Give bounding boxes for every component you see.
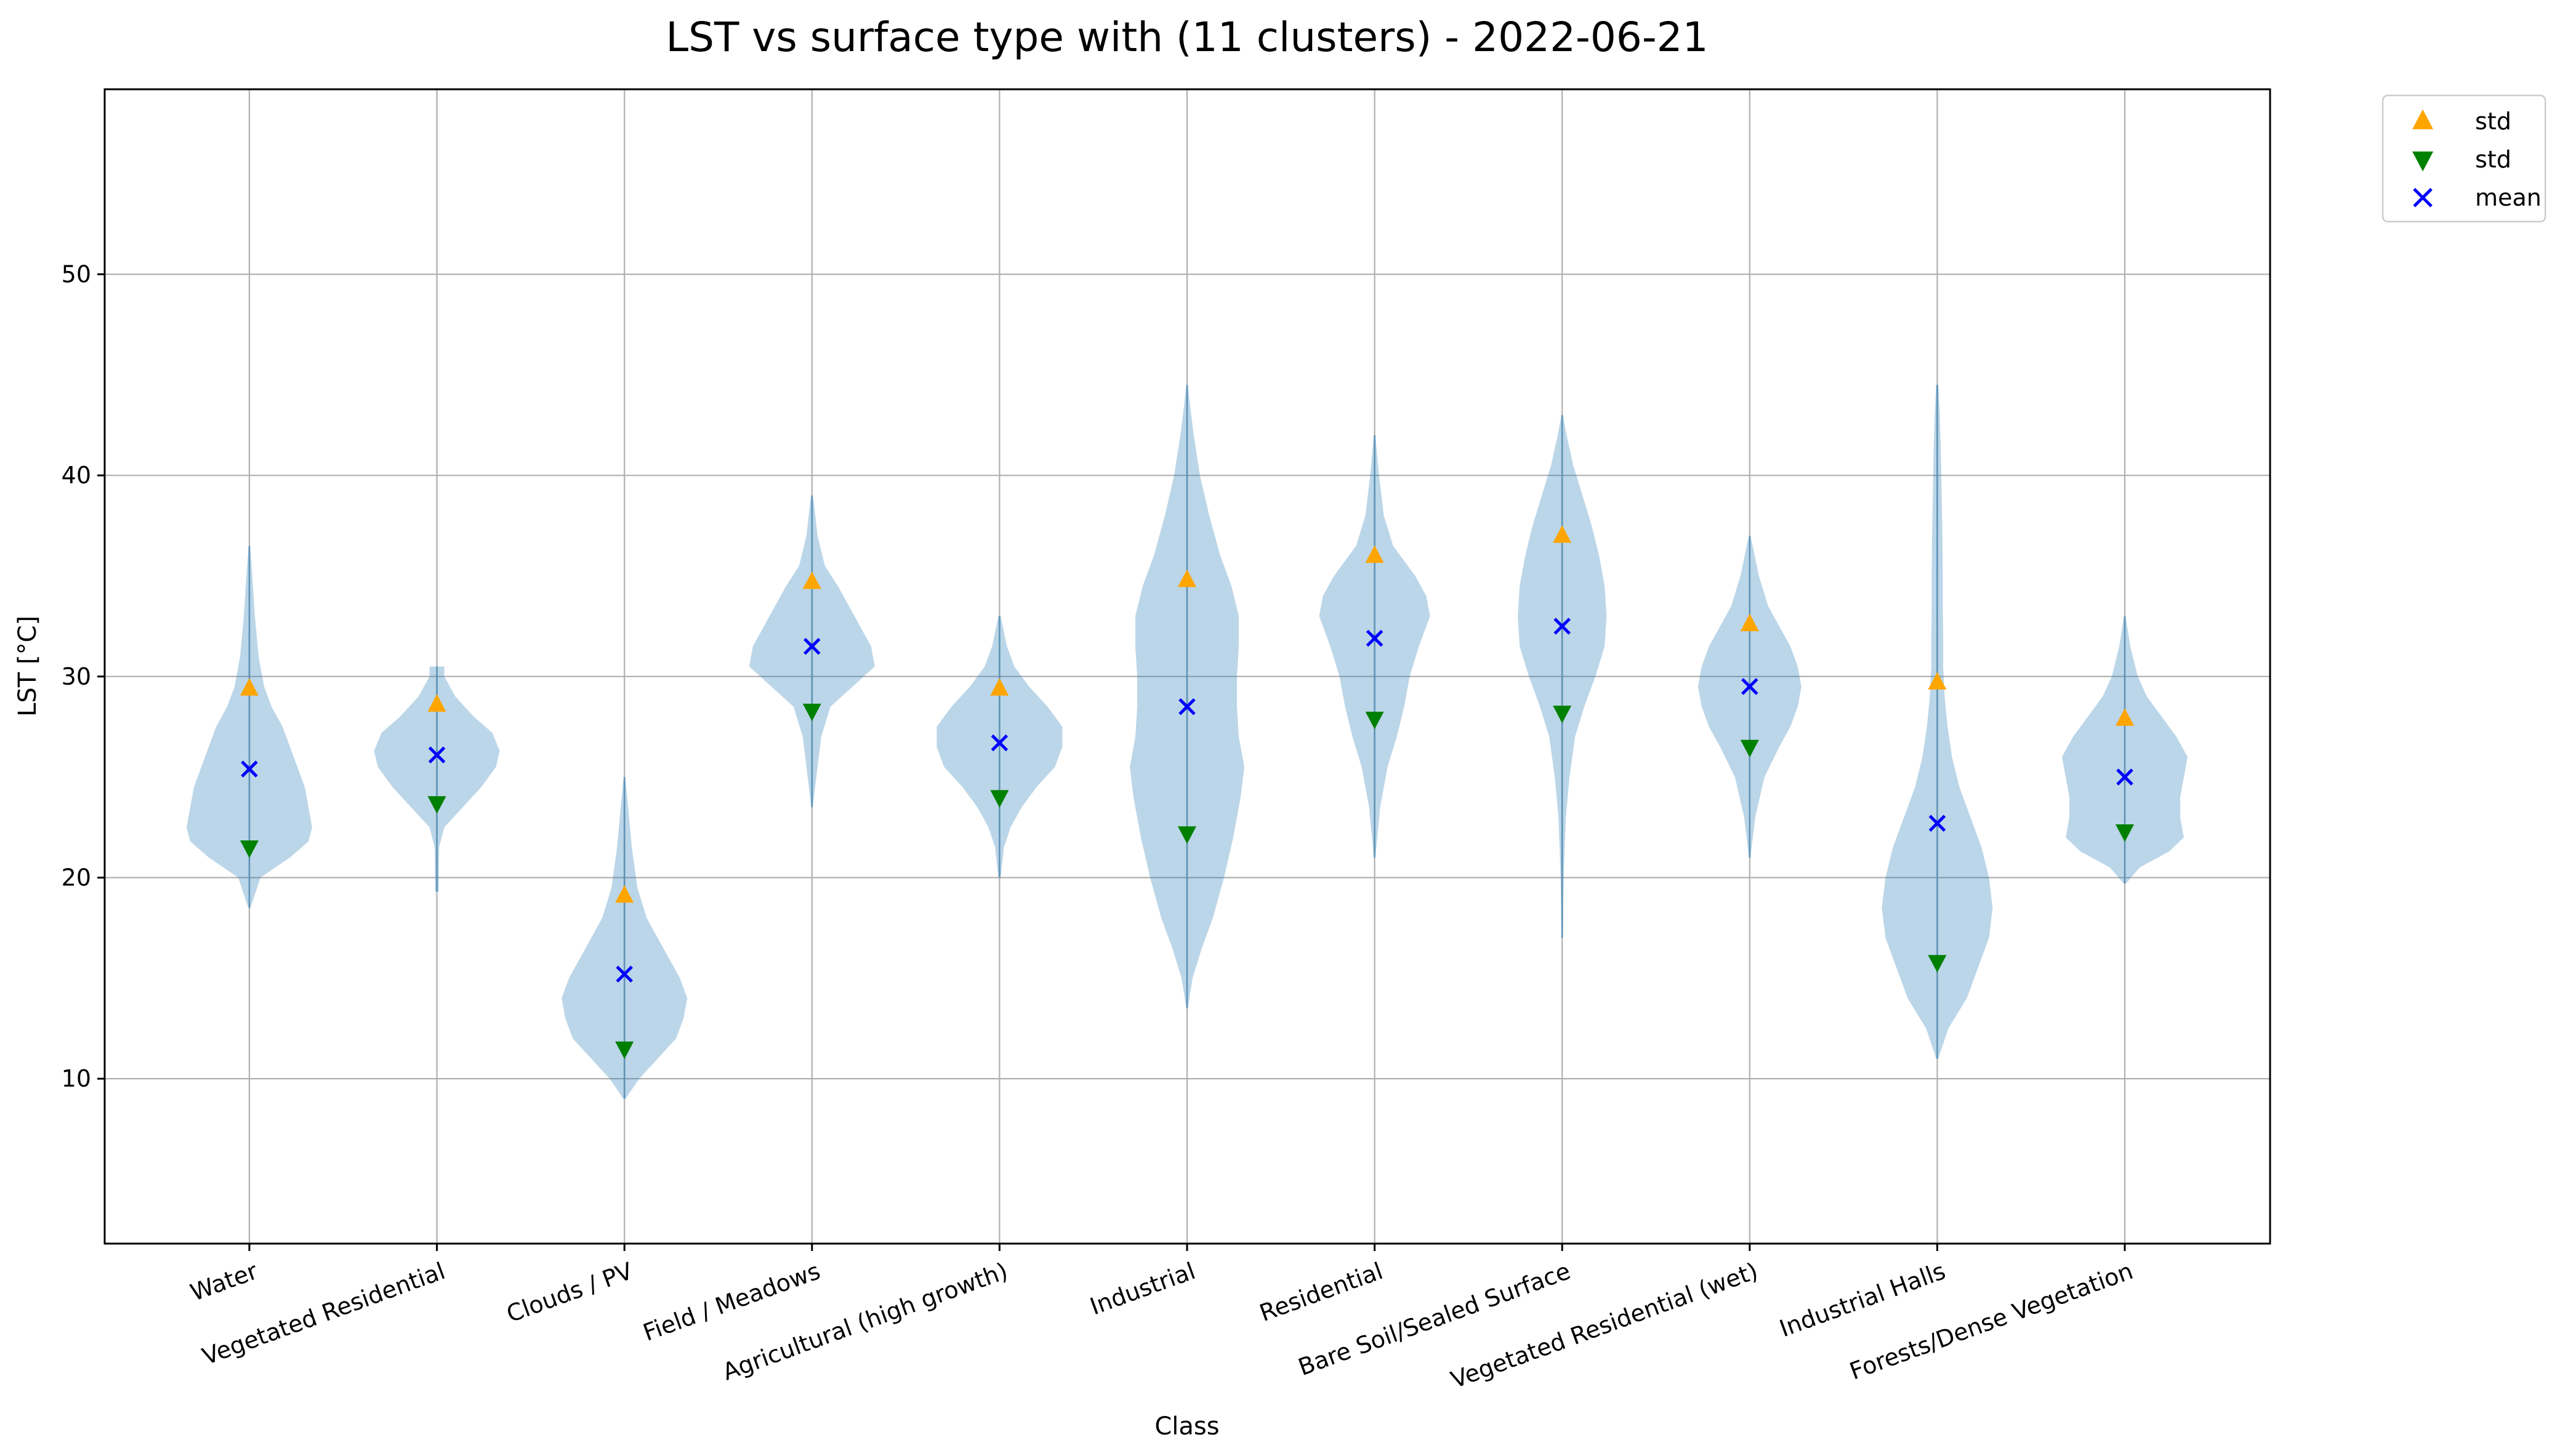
- legend-label: mean: [2475, 184, 2542, 211]
- std-upper-marker: [615, 885, 634, 903]
- std-upper-marker: [427, 694, 446, 712]
- y-axis-label: LST [°C]: [14, 616, 42, 717]
- mean-marker: [1366, 630, 1383, 647]
- std-upper-marker: [802, 571, 821, 589]
- legend-mean-marker: [2413, 188, 2433, 207]
- std-lower-marker: [1365, 712, 1384, 730]
- mean-marker: [428, 746, 446, 763]
- violin-layer: [187, 385, 2188, 1099]
- std-lower-marker: [802, 703, 821, 722]
- std-lower-marker: [240, 840, 259, 858]
- violin-body: [1697, 536, 1802, 858]
- y-tick-label: 30: [62, 663, 91, 690]
- violin-body: [1319, 435, 1430, 858]
- mean-marker: [991, 734, 1009, 752]
- mean-marker: [616, 965, 633, 983]
- chart-title: LST vs surface type with (11 clusters) -…: [666, 14, 1708, 61]
- violin-body: [1882, 385, 1993, 1059]
- y-tick-label: 20: [62, 864, 91, 891]
- violin-body: [749, 495, 875, 808]
- std-upper-marker: [990, 678, 1009, 696]
- violin-body: [1130, 385, 1244, 1008]
- mean-marker: [1741, 678, 1758, 695]
- x-axis-label: Class: [1154, 1412, 1219, 1441]
- x-tick-label: Clouds / PV: [503, 1257, 636, 1328]
- mean-marker: [241, 760, 258, 778]
- violin-body: [1518, 415, 1607, 938]
- std-upper-marker: [1178, 569, 1196, 587]
- std-upper-marker: [1740, 613, 1759, 632]
- mean-marker: [1553, 617, 1571, 635]
- mean-marker: [1928, 814, 1946, 832]
- violin-body: [2062, 616, 2188, 884]
- std-lower-marker: [1553, 706, 1572, 723]
- legend-label: std: [2475, 108, 2511, 135]
- violin-body: [187, 545, 312, 908]
- grid-layer: [105, 89, 2270, 1244]
- std-upper-marker: [1365, 545, 1384, 563]
- y-tick-label: 50: [62, 261, 91, 288]
- y-tick-label: 40: [62, 462, 91, 489]
- std-upper-marker: [240, 678, 259, 696]
- std-upper-marker: [1553, 525, 1572, 543]
- violin-body: [374, 666, 500, 892]
- mean-marker: [2116, 768, 2133, 786]
- x-tick-label: Residential: [1256, 1257, 1387, 1327]
- x-tick-label: Industrial: [1087, 1257, 1199, 1320]
- std-upper-marker: [2116, 708, 2134, 726]
- std-lower-marker: [1178, 826, 1196, 844]
- mean-marker: [1178, 698, 1196, 715]
- x-tick-label: Water: [187, 1257, 261, 1306]
- legend-label: std: [2475, 146, 2511, 173]
- std-lower-marker: [1740, 739, 1759, 758]
- legend-std-down-marker: [2412, 151, 2433, 172]
- violin-body: [562, 777, 688, 1099]
- std-lower-marker: [2116, 824, 2134, 842]
- y-tick-label: 10: [62, 1065, 91, 1092]
- mean-marker: [803, 638, 821, 655]
- x-tick-label: Vegetated Residential (wet): [1448, 1257, 1762, 1394]
- legend-std-up-marker: [2412, 109, 2433, 129]
- std-lower-marker: [615, 1041, 634, 1060]
- std-upper-marker: [1928, 672, 1947, 690]
- std-lower-marker: [990, 790, 1009, 808]
- legend: std std mean: [2382, 94, 2547, 223]
- std-lower-marker: [1928, 955, 1947, 973]
- marker-layer: [240, 525, 2134, 1060]
- std-lower-marker: [427, 796, 446, 814]
- x-tick-label: Industrial Halls: [1776, 1257, 1949, 1342]
- violin-body: [936, 616, 1063, 878]
